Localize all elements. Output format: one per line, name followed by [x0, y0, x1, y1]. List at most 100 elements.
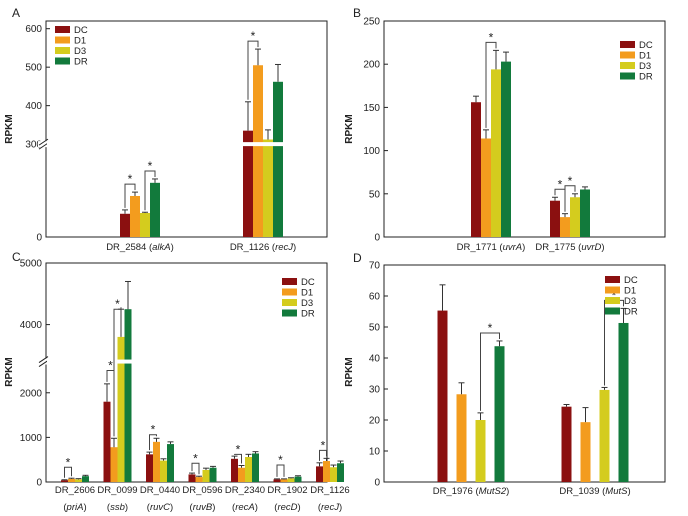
significance-star: * [321, 438, 326, 452]
y-tick-label: 1000 [20, 433, 43, 444]
x-tick-label: DR_1126 [310, 485, 349, 496]
legend-label: D1 [301, 288, 313, 299]
significance-star: * [488, 321, 493, 335]
bar-D3-DR_2584 [140, 213, 150, 237]
legend-label: D1 [624, 286, 636, 297]
y-tick-label: 30 [369, 385, 381, 396]
x-tick-label: DR_2606 [55, 485, 95, 496]
y-tick-label: 100 [363, 146, 380, 157]
legend-label: D3 [301, 298, 313, 309]
x-tick-label: DR_1126 (recJ) [230, 242, 296, 253]
x-tick-gene: (ruvB) [190, 502, 216, 513]
significance-bracket [64, 466, 72, 478]
significance-bracket [319, 449, 327, 461]
significance-bracket [149, 434, 157, 451]
legend-swatch-DC [620, 41, 635, 48]
bar-DC-DR_0440 [146, 454, 153, 482]
y-tick-label: 500 [25, 63, 42, 74]
bar-D3-DR_1902 [287, 478, 295, 482]
panel-B: B RPKM 0 50 100 150 200 250 DR_1771 (uvrA) DR_177… [344, 6, 666, 253]
x-tick-gene: (recJ) [318, 502, 342, 513]
x-tick-gene: (priA) [63, 502, 86, 513]
bar-DC-DR_2584 [120, 213, 130, 237]
y-tick-label: 400 [25, 101, 42, 112]
panel-D: D RPKM 0 10 20 30 40 50 60 70 DR_1976 (MutS2) DR_10… [344, 251, 666, 497]
significance-star: * [151, 423, 156, 437]
break-band [47, 142, 326, 147]
legend-label: DC [624, 275, 638, 286]
bar-DR-DR_1771 [501, 61, 511, 237]
bar-D1-DR_1902 [280, 479, 288, 482]
panel-label: D [353, 251, 362, 265]
bar-D1-DR_1976 [456, 394, 467, 482]
x-tick-label: DR_0440 [140, 485, 180, 496]
bar-D3-DR_0596 [202, 469, 210, 482]
bar-D3-DR_0099 [117, 336, 125, 482]
bar-DC-DR_2606 [61, 480, 68, 482]
legend-label: DR [639, 72, 653, 83]
legend-label: DR [74, 57, 88, 68]
bar-DC-DR_1126 [243, 130, 253, 237]
legend-label: D1 [639, 51, 651, 62]
x-tick-label: DR_1976 (MutS2) [433, 486, 510, 497]
y-axis-label: RPKM [344, 114, 355, 143]
significance-star: * [558, 177, 563, 191]
legend-swatch-D3 [282, 299, 297, 306]
bar-D1-DR_1126 [323, 461, 330, 482]
y-tick-label: 0 [36, 478, 42, 489]
legend-swatch-D3 [620, 62, 635, 69]
bar-D3-DR_1771 [491, 69, 501, 237]
axis-break-mark [38, 142, 49, 150]
x-tick-label: DR_1039 (MutS) [559, 486, 630, 497]
y-axis-label: RPKM [4, 357, 15, 386]
bar-DC-DR_2340 [231, 458, 238, 482]
significance-star: * [236, 442, 241, 456]
legend-swatch-D1 [620, 51, 635, 59]
panel-C: C RPKM 0 1000 2000 4000 5000 DR_2606 (priA) DR_00… [4, 250, 350, 513]
bar-D1-DR_2584 [130, 195, 140, 237]
y-tick-label: 2000 [20, 388, 43, 399]
bar-DC-DR_1976 [437, 310, 448, 482]
plot-frame [45, 20, 328, 238]
x-tick-label: DR_2340 [225, 485, 265, 496]
y-tick-label: 0 [36, 233, 42, 244]
bar-DR-DR_1126 [337, 463, 344, 482]
bar-DC-DR_1126 [316, 466, 323, 482]
x-tick-gene: (recA) [232, 502, 258, 513]
bar-DR-DR_1039 [618, 322, 629, 482]
y-tick-label: 150 [363, 103, 380, 114]
significance-star: * [115, 297, 120, 311]
bar-D1-DR_0440 [153, 441, 160, 482]
plot-frame [383, 20, 666, 238]
bar-D3-DR_2606 [75, 479, 82, 482]
bar-DR-DR_0596 [209, 467, 217, 482]
legend-swatch-DC [55, 26, 70, 33]
significance-bracket [276, 464, 285, 477]
significance-bracket [191, 462, 200, 475]
axis-break-mark [38, 360, 49, 367]
significance-star: * [568, 174, 573, 188]
y-tick-label: 250 [363, 17, 380, 28]
y-tick-label: 600 [25, 24, 42, 35]
significance-star: * [193, 451, 198, 465]
bar-D1-DR_1126 [253, 65, 263, 237]
y-tick-label: 4000 [20, 320, 43, 331]
bar-D1-DR_1771 [481, 138, 491, 237]
bar-D3-DR_2340 [245, 457, 252, 482]
bar-D1-DR_1039 [580, 422, 591, 482]
bar-DR-DR_1126 [273, 81, 283, 237]
bar-DR-DR_1902 [294, 476, 302, 482]
significance-bracket [144, 170, 156, 211]
significance-bracket [480, 332, 500, 411]
plot-frame [45, 262, 328, 483]
legend-label: D3 [74, 46, 86, 57]
significance-bracket [247, 40, 259, 100]
y-tick-label: 50 [369, 189, 381, 200]
bar-D1-DR_1775 [560, 217, 570, 237]
bar-D1-DR_2606 [68, 478, 75, 482]
significance-bracket [113, 307, 122, 437]
significance-bracket [124, 183, 136, 208]
